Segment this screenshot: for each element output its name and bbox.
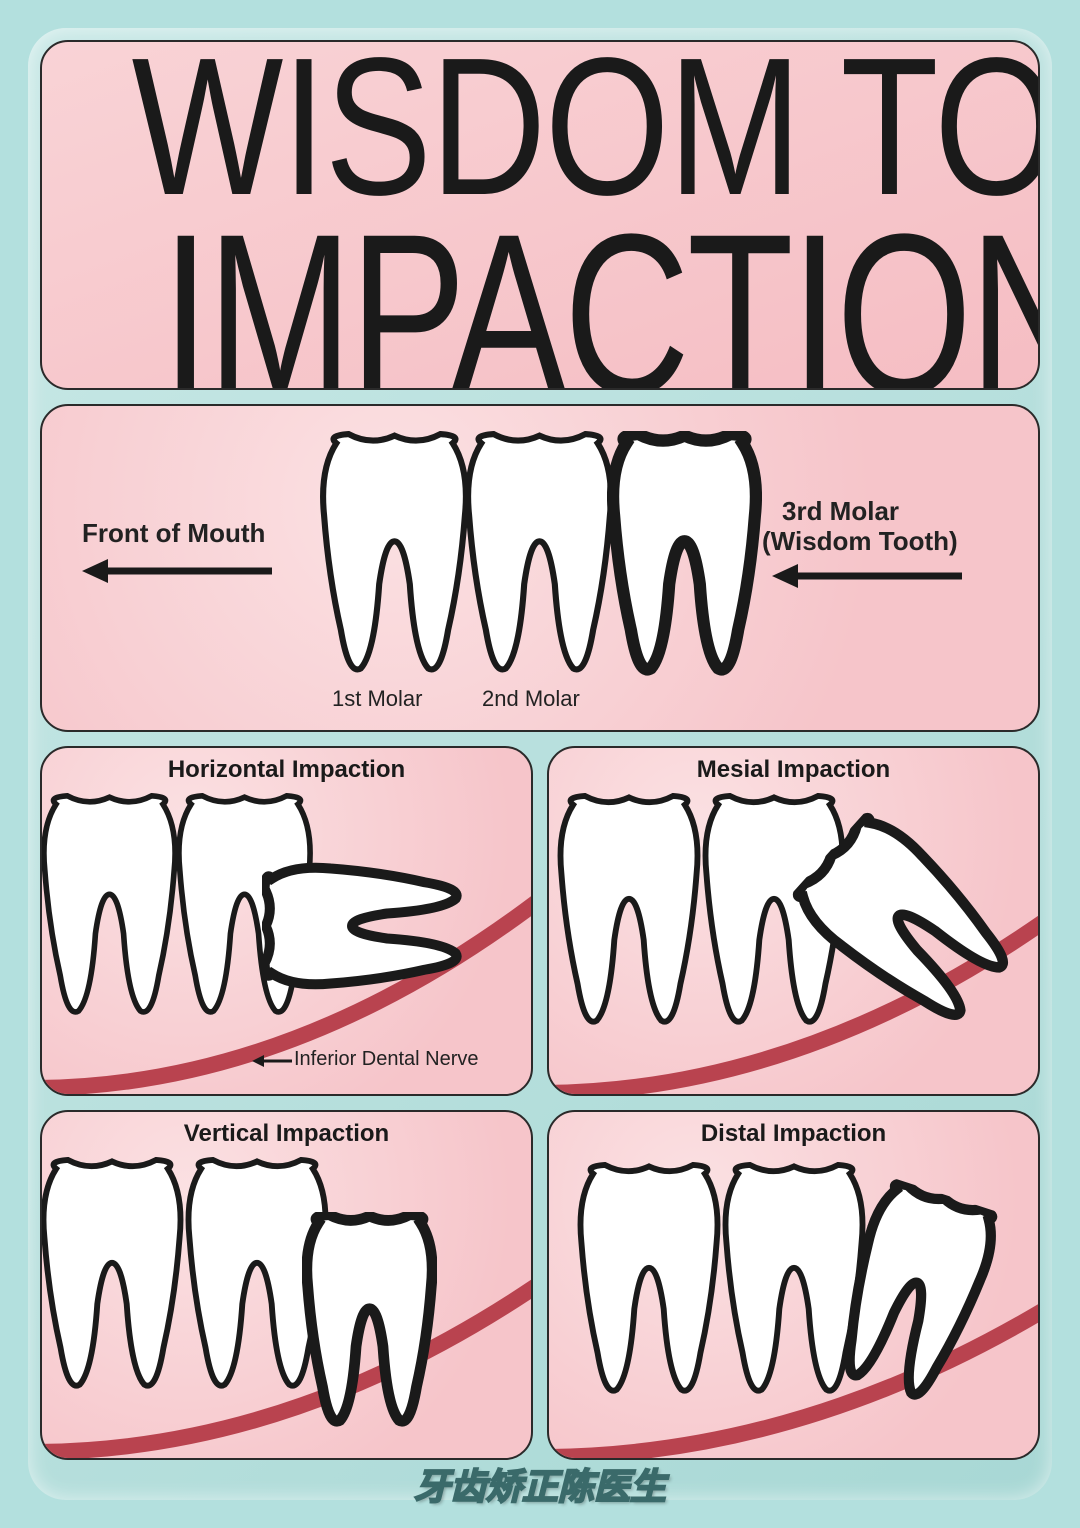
first-molar-icon [317,431,472,676]
quad-distal: Distal Impaction [547,1110,1040,1460]
quad-title: Distal Impaction [549,1120,1038,1148]
quad-title: Vertical Impaction [42,1120,531,1148]
third-molar-label-1: 3rd Molar [782,496,899,527]
quad-horizontal: Horizontal Impaction Inferior Dental Ner… [40,746,533,1096]
watermark-text: 牙齿矫正陈医生 [0,1458,1080,1510]
quad-title: Horizontal Impaction [42,756,531,784]
wisdom-arrow-icon [772,561,962,591]
wisdom-tooth-icon [607,431,762,676]
anatomy-panel: Front of Mouth 3rd Molar (Wisdom Tooth) … [40,404,1040,732]
nerve-pointer-icon [252,1053,292,1069]
quad-title: Mesial Impaction [549,756,1038,784]
first-molar-label: 1st Molar [332,686,422,712]
second-molar-label: 2nd Molar [482,686,580,712]
quad-mesial: Mesial Impaction [547,746,1040,1096]
title-line-2: IMPACTION [162,182,919,390]
second-molar-icon [462,431,617,676]
wisdom-horizontal-icon [262,856,462,996]
quad-vertical: Vertical Impaction [40,1110,533,1460]
title-panel: WISDOM TOOTH IMPACTION [40,40,1040,390]
front-arrow-icon [82,556,272,586]
molar-icon [40,1157,187,1392]
nerve-label: Inferior Dental Nerve [294,1048,479,1071]
wisdom-vertical-icon [302,1212,437,1427]
molar-icon [574,1162,724,1397]
front-of-mouth-label: Front of Mouth [82,518,265,549]
third-molar-label-2: (Wisdom Tooth) [762,526,958,557]
molar-icon [40,793,182,1018]
molar-icon [554,793,704,1028]
